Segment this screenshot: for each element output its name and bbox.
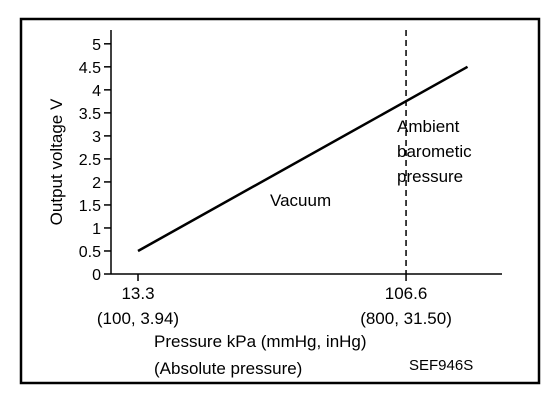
y-ticks: 0 0.5 1 1.5 2 2.5 3 3.5 4 4.5 5 — [79, 37, 111, 284]
y-tick-label: 5 — [92, 37, 101, 54]
x-tick-label: 13.3 — [121, 284, 154, 303]
annotation-ambient-line-3: pressure — [397, 167, 463, 186]
y-tick-label: 1 — [92, 221, 101, 238]
x-tick-sublabel: (800, 31.50) — [360, 309, 452, 328]
figure-code: SEF946S — [409, 357, 473, 374]
y-tick-label: 2.5 — [79, 152, 101, 169]
y-tick-label: 4 — [92, 83, 101, 100]
x-axis-sublabel: (Absolute pressure) — [154, 359, 302, 378]
y-tick-label: 3.5 — [79, 106, 101, 123]
annotation-vacuum: Vacuum — [270, 191, 331, 210]
annotation-ambient-line-2: barometic — [397, 142, 472, 161]
series-line — [137, 65, 469, 253]
x-ticks: 13.3 (100, 3.94) 106.6 (800, 31.50) — [97, 274, 452, 328]
x-tick-sublabel: (100, 3.94) — [97, 309, 179, 328]
y-tick-label: 4.5 — [79, 60, 101, 77]
annotation-ambient-line-1: Ambient — [397, 117, 460, 136]
figure-frame — [19, 17, 541, 385]
y-tick-label: 0.5 — [79, 244, 101, 261]
x-tick-label: 106.6 — [385, 284, 428, 303]
y-axis-label: Output voltage V — [47, 98, 66, 225]
y-tick-label: 1.5 — [79, 198, 101, 215]
y-tick-label: 3 — [92, 129, 101, 146]
y-tick-label: 2 — [92, 175, 101, 192]
y-tick-label: 0 — [92, 267, 101, 284]
series — [137, 65, 469, 253]
x-axis-label: Pressure kPa (mmHg, inHg) — [154, 332, 367, 351]
